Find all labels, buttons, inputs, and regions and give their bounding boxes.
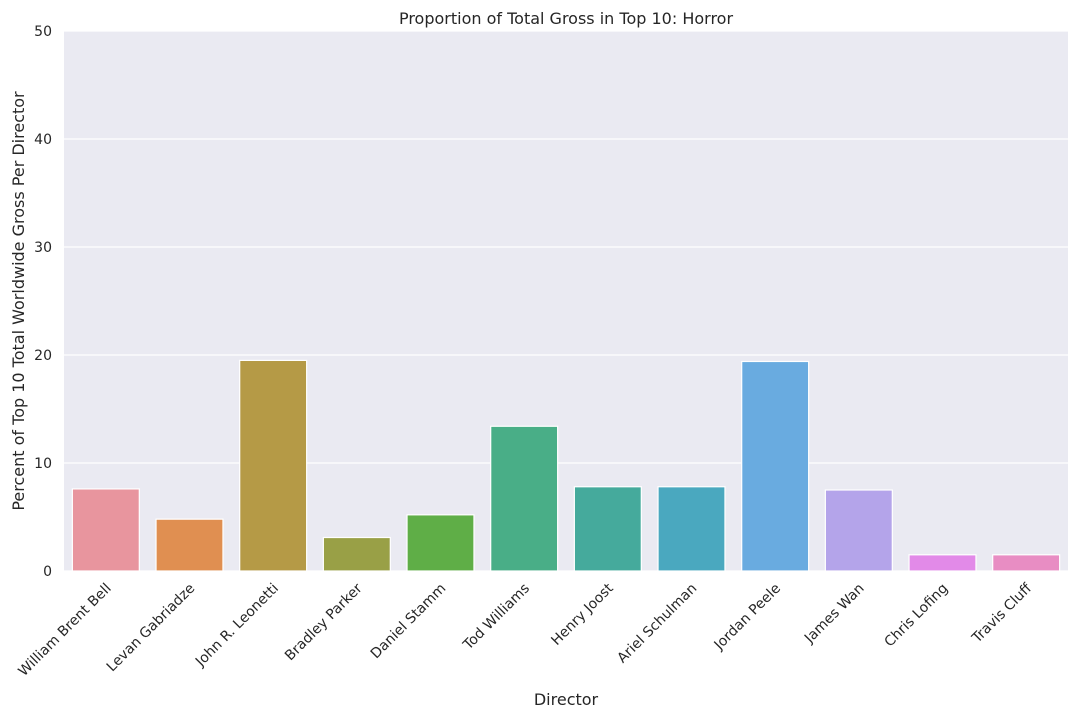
x-tick-label: Jordan Peele	[711, 581, 784, 654]
y-tick-label: 0	[43, 564, 52, 580]
bar	[741, 360, 810, 572]
bar	[322, 536, 391, 572]
y-tick-label: 20	[34, 348, 52, 364]
x-tick-label: Henry Joost	[548, 580, 617, 649]
plot-background	[64, 31, 1068, 571]
bar	[490, 425, 559, 572]
y-tick-label: 30	[34, 240, 52, 256]
x-tick-label: William Brent Bell	[15, 581, 114, 680]
x-axis-label: Director	[534, 690, 599, 709]
x-tick-label: Bradley Parker	[282, 580, 366, 664]
bar	[908, 554, 977, 572]
x-tick-label: James Wan	[801, 581, 868, 648]
x-tick-label: John R. Leonetti	[192, 581, 282, 671]
bar	[573, 486, 642, 572]
bar	[239, 359, 308, 572]
y-tick-label: 50	[34, 24, 52, 40]
x-tick-label: Levan Gabriadze	[104, 581, 199, 676]
y-axis-label: Percent of Top 10 Total Worldwide Gross …	[9, 91, 28, 511]
x-tick-label: Travis Cluff	[969, 580, 1036, 647]
y-tick-labels: 0 10 20 30 40 50	[34, 24, 52, 580]
bar	[657, 486, 726, 572]
x-tick-label: Daniel Stamm	[368, 581, 450, 663]
bar	[992, 554, 1061, 572]
gridlines	[64, 30, 1068, 572]
bars	[71, 359, 1061, 572]
bar	[155, 518, 224, 572]
y-tick-label: 10	[34, 456, 52, 472]
y-tick-label: 40	[34, 132, 52, 148]
bar	[71, 488, 140, 572]
bar	[406, 514, 475, 572]
x-tick-label: Tod Williams	[460, 581, 533, 654]
x-tick-label: Ariel Schulman	[614, 581, 700, 667]
chart-title: Proportion of Total Gross in Top 10: Hor…	[399, 9, 734, 28]
x-tick-label: Chris Lofing	[882, 581, 952, 651]
bar	[824, 489, 893, 572]
